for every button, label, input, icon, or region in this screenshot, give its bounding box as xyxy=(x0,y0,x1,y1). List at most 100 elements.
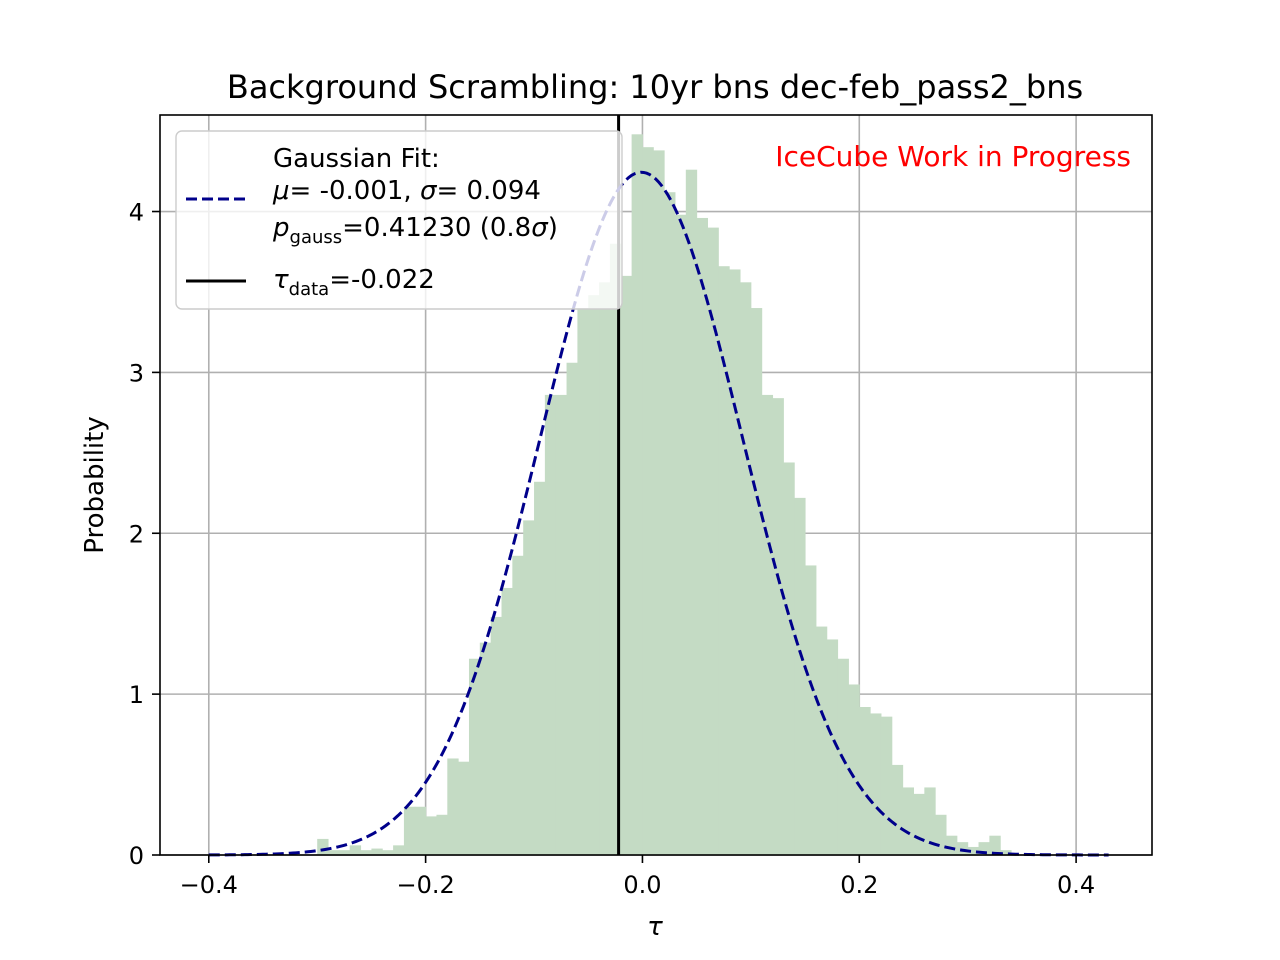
histogram-bar xyxy=(880,716,893,855)
histogram-bar xyxy=(685,169,698,855)
histogram-bar xyxy=(989,835,1001,855)
legend: Gaussian Fit: μ= -0.001, σ= 0.094 pgauss… xyxy=(175,130,623,310)
y-axis-label: Probability xyxy=(80,416,110,553)
legend-tau-value: =-0.022 xyxy=(329,265,435,295)
histogram-bar xyxy=(750,308,763,856)
legend-pgauss-sub: gauss xyxy=(290,227,343,248)
histogram-bar xyxy=(870,713,882,855)
histogram-bar xyxy=(642,147,654,855)
legend-tau-symbol: τ xyxy=(273,265,289,295)
histogram-bar xyxy=(1000,850,1012,855)
histogram-bar xyxy=(588,295,600,855)
histogram-bar xyxy=(479,642,492,855)
legend-sigma-value: = 0.094 xyxy=(436,176,540,206)
histogram-bar xyxy=(501,587,513,855)
legend-pgauss-value: =0.41230 (0.8 xyxy=(342,213,531,243)
legend-fit-params: μ= -0.001, σ= 0.094 xyxy=(272,176,541,206)
histogram-bar xyxy=(447,758,459,855)
histogram-bar xyxy=(848,684,860,855)
histogram-bar xyxy=(783,462,795,855)
histogram-bar xyxy=(349,845,362,855)
histogram-bar xyxy=(414,806,427,855)
legend-box xyxy=(175,130,623,310)
legend-pgauss-close: ) xyxy=(548,213,558,243)
legend-mu-symbol: μ xyxy=(272,176,290,206)
legend-tau: τdata=-0.022 xyxy=(273,265,435,300)
y-tick-label: 4 xyxy=(129,199,144,227)
histogram-bar xyxy=(317,838,329,855)
histogram-bar xyxy=(436,814,448,855)
histogram-bar xyxy=(826,639,839,855)
histogram-bar xyxy=(425,816,437,855)
histogram-bar xyxy=(967,846,980,855)
histogram-bar xyxy=(328,850,340,855)
histogram-bar xyxy=(664,192,676,855)
histogram-bar xyxy=(946,835,958,855)
histogram-bar xyxy=(902,787,914,855)
legend-pgauss: pgauss=0.41230 (0.8σ) xyxy=(272,213,558,248)
histogram-bar xyxy=(371,848,383,855)
histogram-bar xyxy=(859,707,871,855)
y-tick-label: 1 xyxy=(129,681,144,709)
gaussian-fit-curve xyxy=(208,170,1109,857)
histogram-bar xyxy=(490,616,503,855)
histogram-bar xyxy=(609,243,622,855)
legend-pgauss-symbol: p xyxy=(272,213,290,243)
legend-pgauss-sigma: σ xyxy=(531,213,549,243)
legend-tau-sub: data xyxy=(289,279,330,300)
histogram-bar xyxy=(403,806,416,855)
histogram-bar xyxy=(761,394,774,855)
legend-sigma-symbol: σ xyxy=(420,176,438,206)
histogram-bar xyxy=(729,269,741,855)
histogram-bar xyxy=(555,394,568,855)
histogram-bar xyxy=(382,850,394,855)
histogram-bar xyxy=(577,308,589,856)
histogram-bar xyxy=(393,845,405,855)
x-tick-label: 0.2 xyxy=(840,871,878,899)
histogram-bar xyxy=(772,398,784,855)
histogram-bar xyxy=(891,764,904,855)
y-tick-label: 0 xyxy=(129,842,144,870)
y-axis-ticks: 0 1 2 3 4 xyxy=(129,199,160,870)
histogram-bars xyxy=(317,134,1012,856)
histogram-bar xyxy=(815,626,828,855)
histogram-bar xyxy=(566,362,578,855)
x-tick-label: −0.2 xyxy=(396,871,454,899)
histogram-bar xyxy=(512,555,524,855)
histogram-bar xyxy=(631,134,643,856)
histogram-bar xyxy=(544,394,557,855)
histogram-bar xyxy=(620,275,633,855)
y-tick-label: 2 xyxy=(129,520,144,548)
histogram-bar xyxy=(468,658,481,855)
x-axis-label: τ xyxy=(647,912,663,942)
histogram-bar xyxy=(534,481,546,855)
histogram-bar xyxy=(978,842,990,855)
histogram-bar xyxy=(599,282,611,856)
x-axis-ticks: −0.4 −0.2 0.0 0.2 0.4 xyxy=(180,855,1095,899)
histogram-bar xyxy=(458,761,470,855)
histogram-bar xyxy=(805,565,817,855)
histogram-bar xyxy=(523,520,535,855)
legend-mu-value: = -0.001, xyxy=(290,176,420,206)
chart-title: Background Scrambling: 10yr bns dec-feb_… xyxy=(227,68,1083,106)
histogram-bar xyxy=(707,227,719,855)
histogram-bar xyxy=(718,266,730,855)
histogram-bar xyxy=(956,842,969,855)
x-tick-label: 0.4 xyxy=(1057,871,1095,899)
x-tick-label: −0.4 xyxy=(180,871,238,899)
x-tick-label: 0.0 xyxy=(623,871,661,899)
histogram-bar xyxy=(935,814,947,855)
legend-fit-title: Gaussian Fit: xyxy=(273,144,440,174)
gaussian-fit-layer xyxy=(208,170,1109,857)
histogram-bar xyxy=(696,217,708,855)
histogram-bar xyxy=(653,150,665,856)
histogram-bar xyxy=(924,787,936,855)
histogram-bar xyxy=(338,850,351,855)
histogram-bar xyxy=(674,214,687,855)
watermark-text: IceCube Work in Progress xyxy=(775,140,1131,173)
histogram-bar xyxy=(913,793,925,855)
y-tick-label: 3 xyxy=(129,359,144,387)
histogram-bar xyxy=(360,850,372,855)
histogram-bar xyxy=(740,282,752,856)
